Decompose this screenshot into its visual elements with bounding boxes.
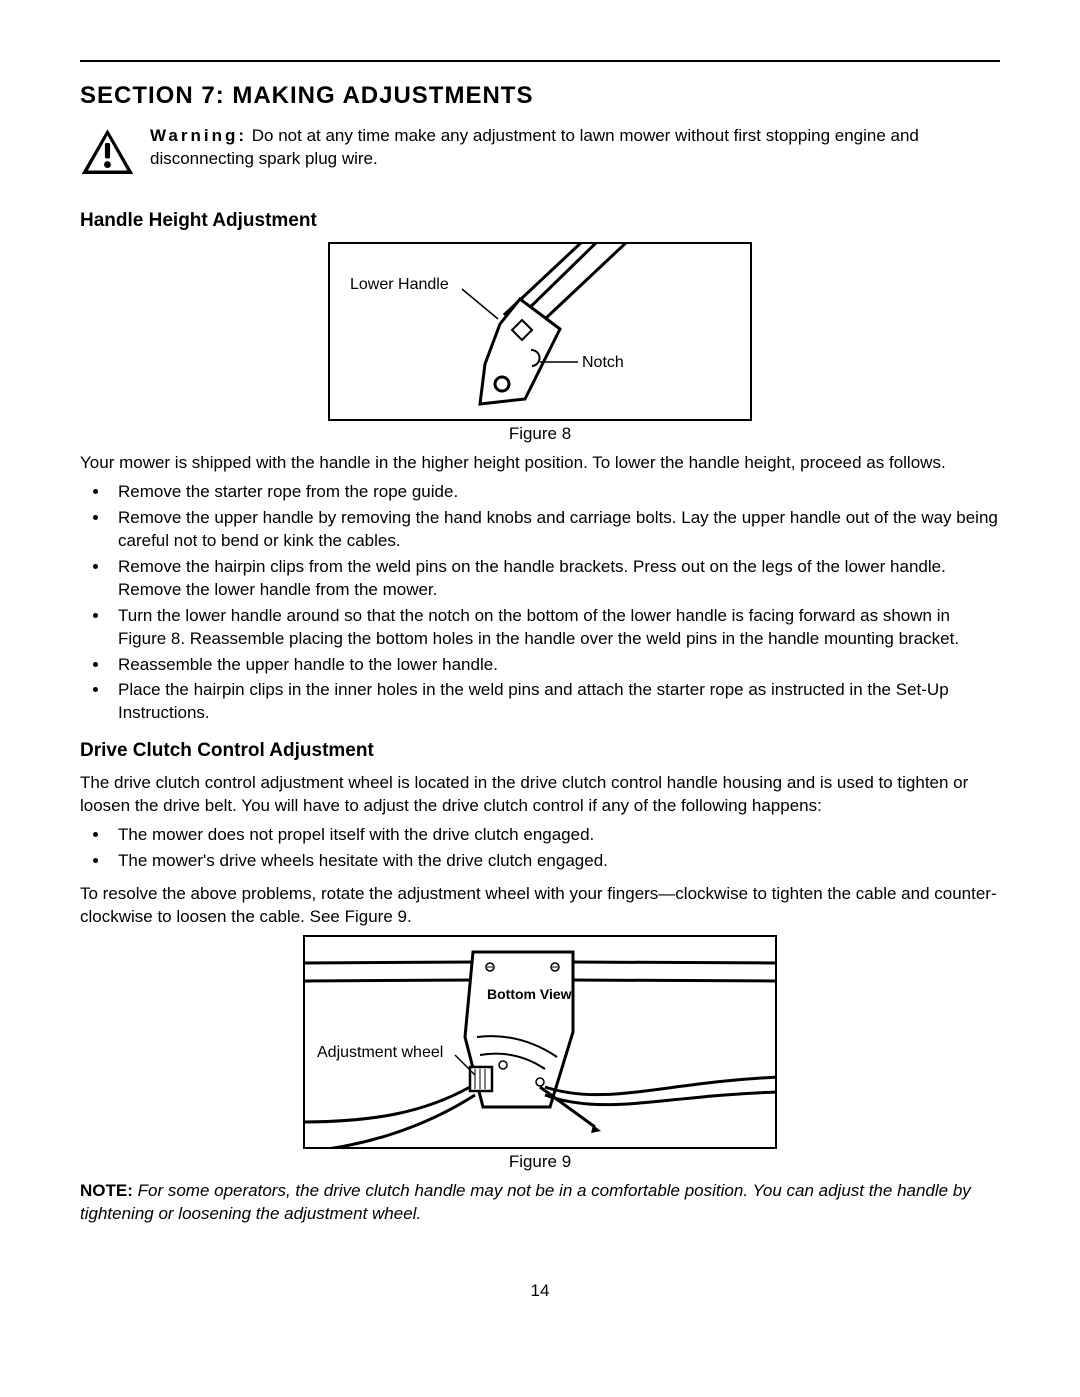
list-item: Place the hairpin clips in the inner hol… xyxy=(110,679,1000,725)
handle-intro: Your mower is shipped with the handle in… xyxy=(80,452,1000,475)
list-item: Turn the lower handle around so that the… xyxy=(110,605,1000,651)
fig8-notch-label: Notch xyxy=(582,354,624,371)
figure-8-caption: Figure 8 xyxy=(80,424,1000,444)
warning-body: Do not at any time make any adjustment t… xyxy=(150,126,919,168)
warning-icon xyxy=(80,125,135,185)
clutch-note: NOTE: For some operators, the drive clut… xyxy=(80,1180,1000,1226)
section-title: SECTION 7: MAKING ADJUSTMENTS xyxy=(80,82,1000,110)
warning-label: Warning: xyxy=(150,126,247,145)
clutch-intro: The drive clutch control adjustment whee… xyxy=(80,772,1000,818)
handle-bullets: Remove the starter rope from the rope gu… xyxy=(80,481,1000,725)
top-rule xyxy=(80,60,1000,62)
note-text: For some operators, the drive clutch han… xyxy=(80,1181,971,1223)
figure-9-caption: Figure 9 xyxy=(80,1152,1000,1172)
figure-8-box: Lower Handle Notch xyxy=(328,242,752,421)
fig9-bottom-view-label: Bottom View xyxy=(487,986,572,1002)
warning-block: Warning: Do not at any time make any adj… xyxy=(80,125,1000,185)
list-item: The mower does not propel itself with th… xyxy=(110,824,1000,847)
list-item: The mower's drive wheels hesitate with t… xyxy=(110,850,1000,873)
list-item: Reassemble the upper handle to the lower… xyxy=(110,654,1000,677)
list-item: Remove the upper handle by removing the … xyxy=(110,507,1000,553)
clutch-bullets: The mower does not propel itself with th… xyxy=(80,824,1000,873)
clutch-heading: Drive Clutch Control Adjustment xyxy=(80,740,1000,762)
note-label: NOTE: xyxy=(80,1181,133,1200)
list-item: Remove the starter rope from the rope gu… xyxy=(110,481,1000,504)
list-item: Remove the hairpin clips from the weld p… xyxy=(110,556,1000,602)
clutch-resolve: To resolve the above problems, rotate th… xyxy=(80,883,1000,929)
figure-9-box: Bottom View Adjustment wheel xyxy=(303,935,777,1149)
fig8-lower-handle-label: Lower Handle xyxy=(350,276,449,293)
warning-text: Warning: Do not at any time make any adj… xyxy=(150,125,1000,171)
handle-heading: Handle Height Adjustment xyxy=(80,210,1000,232)
page-number: 14 xyxy=(80,1281,1000,1301)
page: SECTION 7: MAKING ADJUSTMENTS Warning: D… xyxy=(0,0,1080,1341)
fig9-adj-wheel-label: Adjustment wheel xyxy=(317,1044,443,1061)
